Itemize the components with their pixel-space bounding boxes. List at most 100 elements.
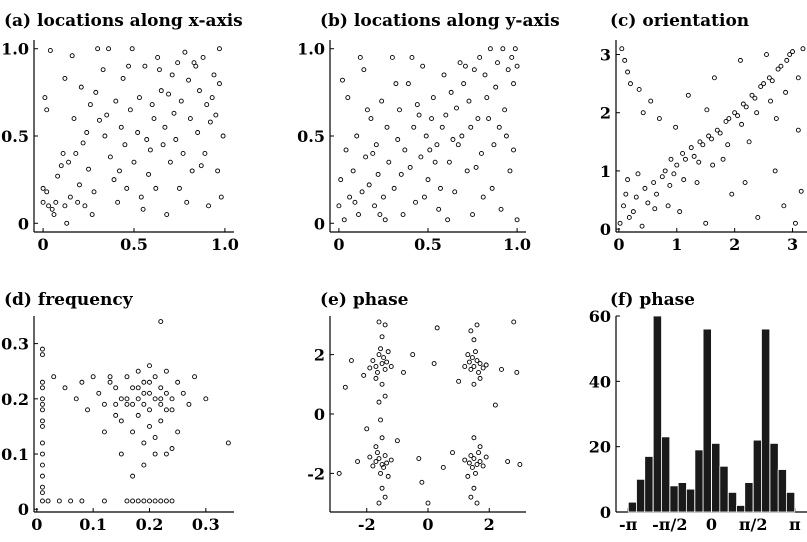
data-point: [152, 435, 158, 440]
data-point: [113, 98, 119, 104]
data-point: [158, 498, 164, 504]
data-point: [373, 142, 379, 148]
data-point: [147, 498, 152, 504]
data-point: [659, 174, 665, 180]
data-point: [468, 328, 474, 334]
data-point: [373, 375, 379, 381]
data-point: [118, 451, 124, 457]
histogram-bar: [685, 488, 696, 513]
data-point: [40, 484, 45, 490]
data-point: [364, 426, 370, 432]
data-point: [492, 402, 498, 408]
data-point: [411, 124, 417, 130]
data-point: [752, 95, 758, 101]
histogram-bar: [736, 505, 746, 513]
data-point: [461, 81, 467, 87]
data-point: [466, 98, 472, 104]
histogram-bar: [752, 439, 762, 513]
data-point: [477, 459, 483, 464]
data-point: [40, 498, 45, 504]
data-point: [630, 209, 636, 215]
data-point: [479, 151, 484, 156]
data-point: [636, 87, 642, 92]
data-point: [56, 498, 62, 504]
data-point: [739, 121, 745, 127]
data-point: [146, 171, 151, 177]
data-point: [376, 319, 382, 325]
data-point: [40, 396, 45, 402]
histogram-bar: [777, 469, 787, 513]
data-point: [169, 446, 175, 451]
data-point: [367, 454, 373, 460]
data-point: [434, 325, 440, 331]
data-point: [218, 194, 224, 200]
data-point: [106, 46, 111, 52]
data-point: [758, 84, 764, 89]
data-point: [471, 364, 477, 369]
data-point: [474, 358, 480, 363]
data-point: [474, 322, 480, 328]
data-point: [483, 454, 489, 460]
data-point: [62, 203, 68, 209]
data-point: [677, 209, 683, 215]
data-point: [489, 185, 495, 191]
panel-a-title: (a) locations along x-axis: [4, 11, 243, 31]
data-point: [505, 67, 511, 73]
data-point: [446, 159, 452, 165]
data-point: [79, 379, 85, 385]
data-point: [410, 352, 416, 358]
histogram-bar: [694, 449, 704, 513]
data-point: [370, 151, 376, 156]
data-point: [710, 162, 716, 168]
data-point: [356, 212, 361, 217]
data-point: [189, 168, 195, 174]
data-point: [151, 116, 157, 121]
data-point: [376, 456, 382, 461]
x-tick-label: 0.2: [136, 515, 164, 534]
x-tick-label: -π/2: [652, 515, 687, 534]
data-point: [163, 390, 169, 396]
data-point: [336, 470, 342, 476]
data-point: [359, 189, 365, 195]
data-point: [46, 203, 51, 209]
data-point: [401, 369, 406, 375]
panel-a: (a) locations along x-axis 0 0.5 1.0 0 0.5 1.…: [1, 11, 243, 254]
data-point: [124, 185, 130, 191]
histogram-bar: [636, 478, 646, 513]
data-point: [642, 185, 648, 191]
data-point: [717, 130, 723, 136]
data-point: [192, 374, 198, 380]
y-tick-label: 2: [600, 104, 611, 123]
data-point: [373, 444, 379, 450]
data-point: [626, 215, 632, 220]
data-point: [633, 194, 639, 200]
data-point: [78, 84, 84, 90]
data-point: [200, 55, 206, 60]
data-point: [202, 151, 208, 156]
data-point: [101, 498, 107, 504]
data-point: [491, 142, 497, 148]
data-point: [376, 352, 382, 358]
y-tick-label: 0.5: [1, 127, 29, 146]
data-point: [755, 215, 761, 220]
data-point: [354, 133, 360, 139]
data-point: [147, 390, 152, 396]
data-point: [367, 365, 373, 371]
data-point: [58, 163, 64, 169]
data-point: [381, 355, 387, 361]
data-point: [107, 379, 113, 385]
data-point: [141, 390, 147, 396]
data-point: [503, 133, 509, 139]
data-point: [361, 372, 367, 378]
y-tick-label: 1.0: [1, 40, 29, 59]
y-tick-label: 2: [314, 346, 325, 365]
data-point: [102, 133, 108, 139]
data-point: [400, 212, 406, 217]
data-point: [115, 199, 121, 205]
data-point: [414, 102, 420, 108]
data-point: [619, 46, 625, 52]
data-point: [62, 385, 68, 391]
data-point: [787, 52, 793, 57]
data-point: [511, 319, 517, 325]
data-point: [211, 72, 217, 78]
